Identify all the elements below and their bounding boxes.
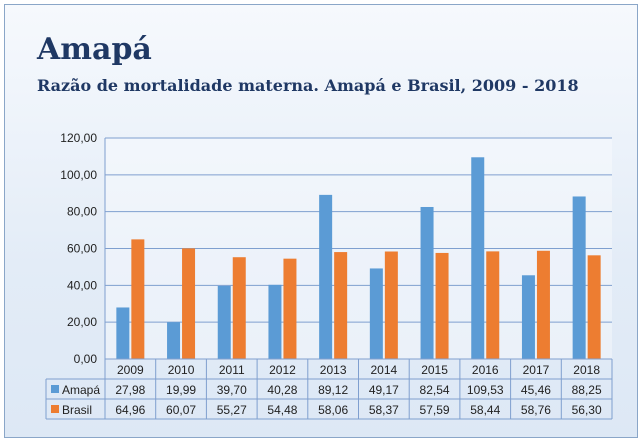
bar-amap-2017	[521, 275, 535, 359]
bar-brasil-2014	[384, 251, 398, 359]
y-tick-label: 60,00	[67, 242, 97, 256]
x-tick-label: 2013	[320, 363, 347, 377]
data-label: 39,70	[217, 383, 247, 397]
bar-amap-2015	[420, 206, 434, 359]
data-label: 60,07	[166, 403, 196, 417]
legend-label: Brasil	[62, 403, 92, 417]
data-label: 57,59	[420, 403, 450, 417]
y-tick-label: 40,00	[67, 278, 97, 292]
bar-brasil-2016	[486, 251, 500, 359]
bar-brasil-2010	[182, 248, 196, 359]
data-label: 45,46	[521, 383, 551, 397]
x-tick-label: 2009	[117, 363, 144, 377]
data-label: 64,96	[115, 403, 145, 417]
data-label: 55,27	[217, 403, 247, 417]
data-label: 82,54	[420, 383, 450, 397]
data-label: 56,30	[572, 403, 602, 417]
bar-amap-2018	[572, 196, 586, 359]
y-tick-label: 100,00	[60, 168, 97, 182]
chart-title: Amapá	[37, 32, 152, 67]
data-table: 2009 2010 2011 2012 2013 2014 2015 2016 2017 2018…	[45, 358, 613, 420]
legend-key-brasil	[51, 405, 59, 413]
y-tick-label: 80,00	[67, 205, 97, 219]
y-tick-label: 0,00	[74, 352, 98, 366]
y-tick-label: 20,00	[67, 315, 97, 329]
x-tick-label: 2011	[219, 363, 245, 377]
y-tick-label: 120,00	[60, 131, 97, 145]
data-label: 49,17	[369, 383, 399, 397]
bar-amap-2014	[369, 268, 383, 359]
bar-brasil-2017	[536, 250, 550, 359]
x-tick-label: 2015	[421, 363, 448, 377]
data-label: 58,76	[521, 403, 551, 417]
data-label: 58,06	[318, 403, 348, 417]
grid-lines	[104, 137, 612, 360]
x-tick-label: 2012	[269, 363, 296, 377]
y-axis-ticks: 0,00 20,00 40,00 60,00 80,00 100,00 120,00	[60, 131, 97, 366]
legend-key-amap	[51, 385, 59, 393]
x-tick-label: 2014	[370, 363, 397, 377]
x-tick-label: 2018	[573, 363, 600, 377]
data-label: 109,53	[467, 383, 504, 397]
bars	[116, 157, 601, 359]
bar-amap-2011	[217, 285, 231, 359]
x-tick-label: 2017	[523, 363, 550, 377]
bar-brasil-2012	[283, 258, 297, 359]
data-label: 89,12	[318, 383, 348, 397]
legend-label: Amapá	[62, 383, 100, 397]
chart-subtitle: Razão de mortalidade materna. Amapá e Br…	[37, 76, 579, 95]
bar-brasil-2013	[334, 252, 348, 359]
data-label: 88,25	[572, 383, 602, 397]
bar-amap-2009	[116, 307, 130, 359]
bar-brasil-2011	[232, 257, 246, 359]
bar-amap-2016	[471, 157, 485, 359]
data-label: 54,48	[267, 403, 297, 417]
data-label: 27,98	[115, 383, 145, 397]
x-tick-label: 2010	[168, 363, 195, 377]
bar-amap-2013	[319, 194, 333, 359]
data-label: 58,37	[369, 403, 399, 417]
bar-brasil-2018	[587, 255, 601, 359]
bar-brasil-2009	[131, 239, 145, 359]
bar-amap-2010	[167, 322, 181, 359]
data-label: 58,44	[470, 403, 500, 417]
x-tick-label: 2016	[472, 363, 499, 377]
data-label: 19,99	[166, 383, 196, 397]
bar-brasil-2015	[435, 252, 449, 359]
bar-amap-2012	[268, 284, 282, 359]
data-label: 40,28	[267, 383, 297, 397]
